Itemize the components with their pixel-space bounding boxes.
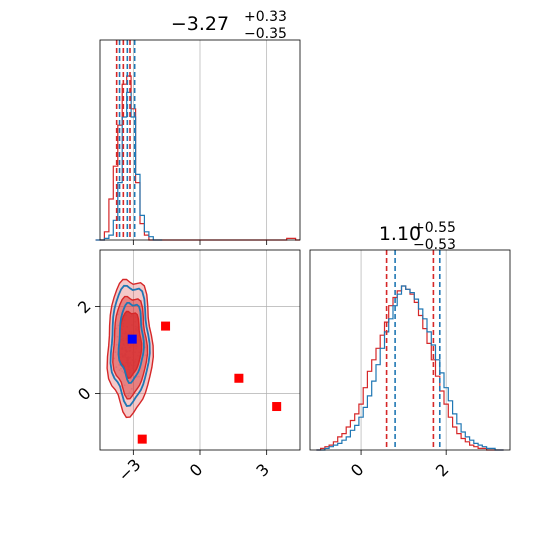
sample-point bbox=[123, 384, 126, 387]
panel-title-2-minus: −0.53 bbox=[413, 237, 456, 253]
sample-point bbox=[117, 313, 119, 316]
panel-bottom-left: −3 0 3 0 2 bbox=[74, 249, 301, 485]
histogram-blue bbox=[95, 91, 163, 241]
sample-point bbox=[116, 335, 119, 338]
x-tick-label: −3 bbox=[114, 455, 144, 485]
sample-point bbox=[144, 354, 147, 357]
panel-title-2: 1.10 bbox=[379, 223, 421, 245]
sample-point bbox=[128, 391, 131, 394]
x-tick-label: 3 bbox=[252, 460, 273, 481]
panel-title-1-plus: +0.33 bbox=[244, 9, 287, 25]
panel-title-1: −3.27 bbox=[171, 13, 229, 35]
sample-point bbox=[115, 343, 118, 346]
panel-title-1-minus: −0.35 bbox=[244, 26, 287, 42]
panel-frame bbox=[99, 39, 301, 241]
sample-point bbox=[114, 351, 117, 354]
sample-point bbox=[118, 363, 121, 366]
panel-frame bbox=[309, 249, 511, 451]
sample-point bbox=[115, 366, 118, 369]
y-tick-label: 2 bbox=[74, 297, 95, 318]
histogram-red bbox=[316, 285, 504, 451]
panel-bottom-right: 1.10 +0.55 −0.53 0 2 bbox=[309, 220, 511, 481]
sample-point bbox=[120, 367, 122, 370]
sample-point bbox=[121, 370, 124, 373]
marker-red-square bbox=[234, 373, 244, 383]
panel-top-left: −3.27 +0.33 −0.35 bbox=[95, 9, 301, 245]
sample-point bbox=[118, 369, 121, 372]
sample-point bbox=[115, 327, 118, 330]
sample-point bbox=[127, 394, 130, 397]
contour-blue bbox=[117, 302, 145, 384]
x-tick-label: 0 bbox=[186, 460, 207, 481]
sample-point bbox=[117, 324, 120, 327]
x-tick-label: 0 bbox=[347, 460, 368, 481]
sample-point bbox=[138, 375, 140, 378]
marker-red-square bbox=[137, 434, 147, 444]
y-tick-label: 0 bbox=[74, 384, 95, 405]
x-tick-label: 2 bbox=[432, 460, 453, 481]
sample-point bbox=[113, 357, 116, 360]
marker-blue-square bbox=[127, 334, 137, 344]
sample-point bbox=[130, 387, 133, 390]
marker-red-square bbox=[272, 402, 282, 412]
histogram-blue bbox=[316, 285, 504, 451]
contour-blue bbox=[109, 284, 151, 407]
marker-red-square bbox=[161, 321, 171, 331]
panel-title-2-plus: +0.55 bbox=[413, 220, 456, 236]
